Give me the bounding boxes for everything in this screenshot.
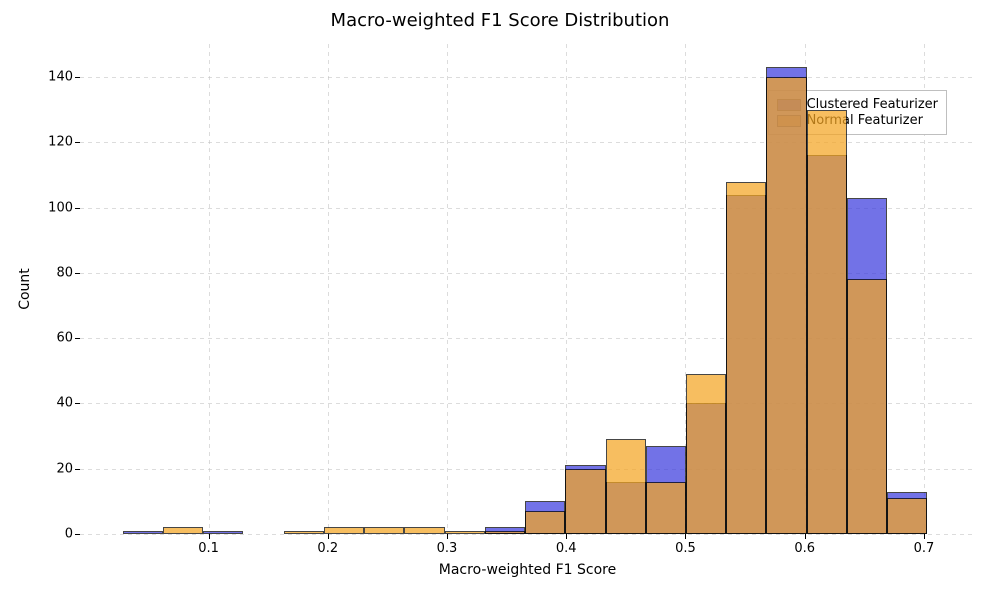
hist-bar [404,527,444,534]
hist-bar [606,439,646,534]
hist-bar [324,527,364,534]
hist-bar [123,531,163,534]
xtick-label: 0.2 [317,541,338,556]
hist-bar [726,182,766,534]
gridline-v [328,44,329,534]
gridline-v [566,44,567,534]
ytick-label: 20 [45,461,73,476]
ytick-mark [75,338,80,339]
chart-title: Macro-weighted F1 Score Distribution [0,10,1000,31]
hist-bar [646,482,686,534]
ytick-label: 120 [45,135,73,150]
ytick-label: 0 [45,527,73,542]
hist-bar [203,531,243,534]
hist-bar [364,527,404,534]
ytick-label: 140 [45,70,73,85]
plot-area: Clustered FeaturizerNormal Featurizer [80,44,975,534]
xtick-label: 0.1 [198,541,219,556]
y-axis-title: Count [17,268,33,310]
xtick-mark [685,534,686,539]
hist-bar [766,77,806,534]
xtick-mark [447,534,448,539]
hist-bar [847,279,887,534]
x-axis-title: Macro-weighted F1 Score [439,562,616,578]
xtick-mark [209,534,210,539]
xtick-mark [566,534,567,539]
ytick-mark [75,142,80,143]
chart-root: Macro-weighted F1 Score Distribution Clu… [0,0,1000,600]
gridline-h [80,534,975,535]
ytick-mark [75,273,80,274]
gridline-h [80,77,975,78]
xtick-mark [805,534,806,539]
hist-bar [163,527,203,534]
hist-bar [284,531,324,534]
xtick-label: 0.6 [794,541,815,556]
hist-bar [565,469,605,534]
xtick-label: 0.3 [437,541,458,556]
hist-bar [525,511,565,534]
xtick-mark [924,534,925,539]
xtick-label: 0.4 [556,541,577,556]
gridline-v [209,44,210,534]
ytick-mark [75,403,80,404]
hist-bar [887,498,927,534]
hist-bar [807,110,847,534]
ytick-label: 60 [45,331,73,346]
ytick-mark [75,469,80,470]
ytick-mark [75,77,80,78]
ytick-mark [75,208,80,209]
gridline-v [447,44,448,534]
ytick-label: 80 [45,265,73,280]
xtick-mark [328,534,329,539]
xtick-label: 0.5 [675,541,696,556]
xtick-label: 0.7 [914,541,935,556]
hist-bar [445,531,485,534]
ytick-label: 100 [45,200,73,215]
ytick-label: 40 [45,396,73,411]
hist-bar [686,374,726,534]
hist-bar [485,531,525,534]
ytick-mark [75,534,80,535]
